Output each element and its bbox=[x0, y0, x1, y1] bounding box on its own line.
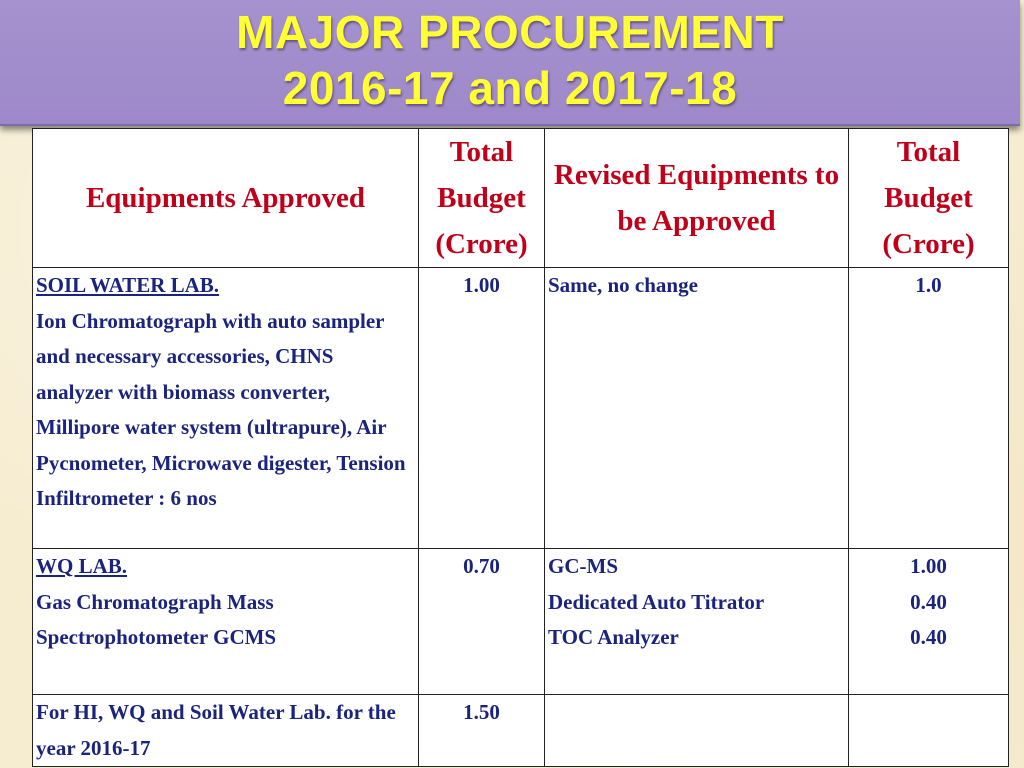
revised-budget-value: 0.40 bbox=[910, 589, 947, 614]
revised-cell: GC-MS Dedicated Auto Titrator TOC Analyz… bbox=[544, 548, 849, 695]
equipment-description: Gas Chromatograph Mass Spectrophotometer… bbox=[36, 589, 277, 650]
revised-cell: Same, no change bbox=[544, 267, 849, 549]
revised-budget-value: 0.40 bbox=[910, 625, 947, 649]
revised-item: GC-MS bbox=[548, 554, 618, 578]
equipment-cell: SOIL WATER LAB. Ion Chromatograph with a… bbox=[32, 267, 419, 549]
revised-budget-cell: 1.00 0.40 0.40 bbox=[848, 548, 1009, 695]
revised-item: Same, no change bbox=[548, 273, 698, 297]
revised-item: Dedicated Auto Titrator bbox=[548, 589, 765, 614]
header-revised-equipments: Revised Equipments to be Approved bbox=[544, 128, 849, 268]
equipment-description: Ion Chromatograph with auto sampler and … bbox=[36, 308, 406, 511]
section-heading: WQ LAB. bbox=[36, 554, 128, 578]
title-line-1: MAJOR PROCUREMENT bbox=[236, 6, 784, 58]
table-row: WQ LAB. Gas Chromatograph Mass Spectroph… bbox=[32, 548, 1009, 695]
budget-cell: 0.70 bbox=[418, 548, 545, 695]
header-equipments-approved: Equipments Approved bbox=[32, 128, 419, 268]
revised-cell bbox=[544, 694, 849, 767]
budget-cell: 1.00 bbox=[418, 267, 545, 549]
table-row: SOIL WATER LAB. Ion Chromatograph with a… bbox=[32, 267, 1009, 549]
revised-budget-value: 1.00 bbox=[910, 554, 947, 578]
equipment-cell: For HI, WQ and Soil Water Lab. for the y… bbox=[32, 694, 419, 767]
revised-item: TOC Analyzer bbox=[548, 625, 679, 649]
budget-cell: 1.50 bbox=[418, 694, 545, 767]
header-row: Equipments Approved Total Budget (Crore)… bbox=[32, 128, 1009, 268]
revised-budget-value: 1.0 bbox=[915, 273, 942, 297]
section-heading: SOIL WATER LAB. bbox=[36, 273, 220, 297]
procurement-table: Equipments Approved Total Budget (Crore)… bbox=[32, 128, 1009, 767]
header-total-budget: Total Budget (Crore) bbox=[418, 128, 545, 268]
title-line-2: 2016-17 and 2017-18 bbox=[282, 62, 738, 114]
table-row: For HI, WQ and Soil Water Lab. for the y… bbox=[32, 694, 1009, 767]
equipment-description: For HI, WQ and Soil Water Lab. for the y… bbox=[36, 700, 396, 760]
equipment-cell: WQ LAB. Gas Chromatograph Mass Spectroph… bbox=[32, 548, 419, 695]
title-banner: MAJOR PROCUREMENT 2016-17 and 2017-18 bbox=[0, 0, 1020, 126]
revised-budget-cell: 1.0 bbox=[848, 267, 1009, 549]
header-revised-total-budget: Total Budget (Crore) bbox=[848, 128, 1009, 268]
revised-budget-cell bbox=[848, 694, 1009, 767]
